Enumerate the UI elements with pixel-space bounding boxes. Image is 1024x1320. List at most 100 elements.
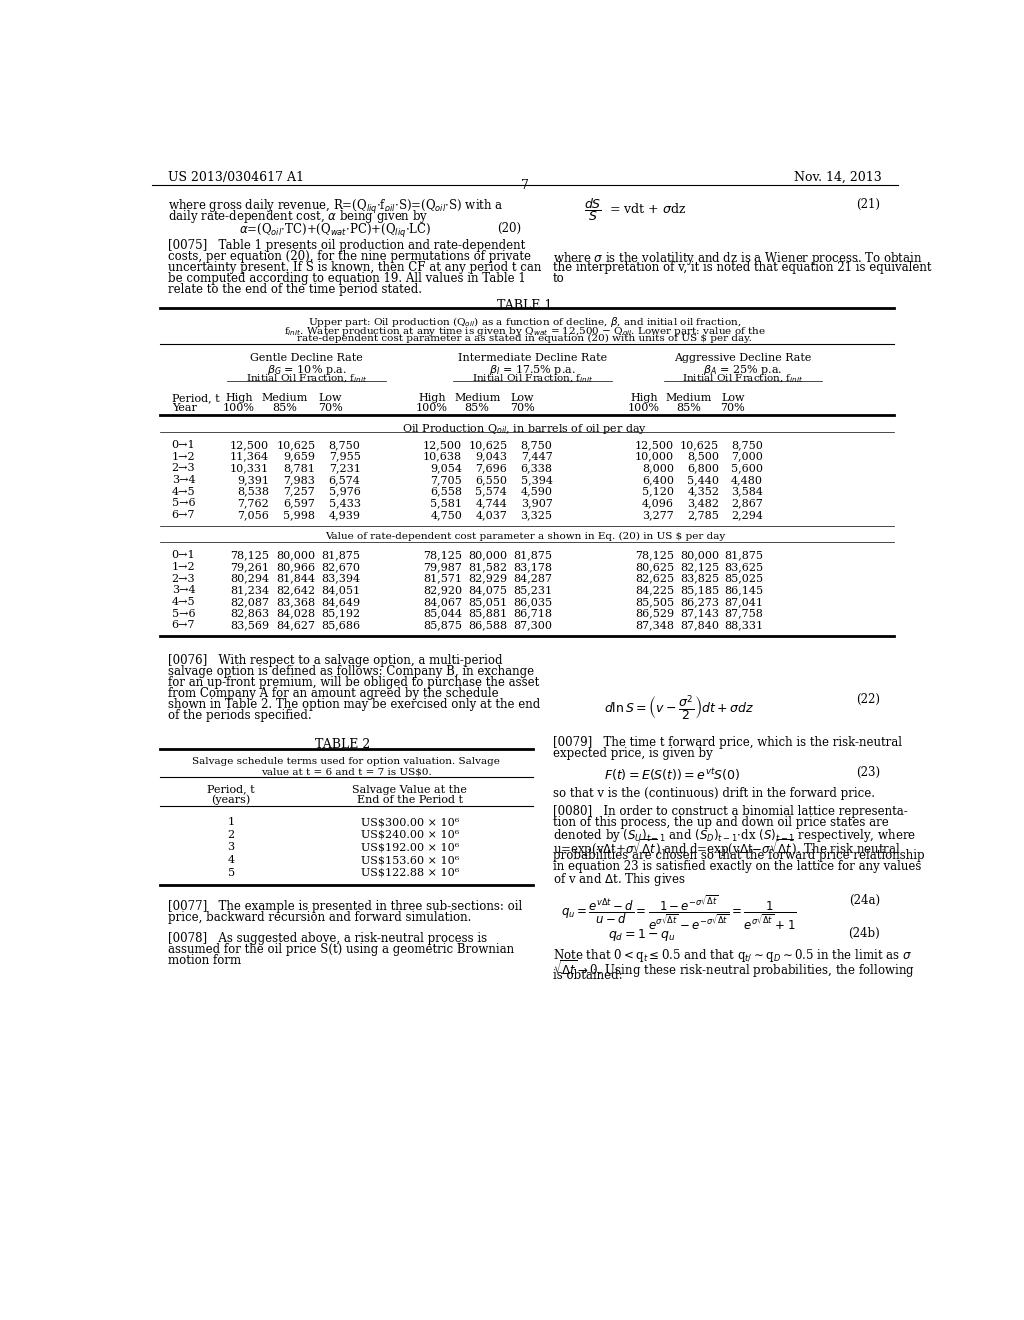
Text: $q_d = 1-q_u$: $q_d = 1-q_u$: [608, 927, 676, 942]
Text: Initial Oil Fraction, f$_{init}$: Initial Oil Fraction, f$_{init}$: [246, 372, 368, 385]
Text: 10,625: 10,625: [276, 440, 315, 450]
Text: 3→4: 3→4: [172, 475, 196, 484]
Text: Initial Oil Fraction, f$_{init}$: Initial Oil Fraction, f$_{init}$: [472, 372, 594, 385]
Text: 2→3: 2→3: [172, 463, 196, 474]
Text: 82,125: 82,125: [680, 562, 719, 572]
Text: 86,145: 86,145: [724, 585, 763, 595]
Text: 9,054: 9,054: [430, 463, 462, 474]
Text: 85,875: 85,875: [423, 620, 462, 631]
Text: Note that 0$<$q$_t$$\leq$0.5 and that q$_{t/}$$\sim$q$_D$$\sim$0.5 in the limit : Note that 0$<$q$_t$$\leq$0.5 and that q$…: [553, 948, 911, 964]
Text: tion of this process, the up and down oil price states are: tion of this process, the up and down oi…: [553, 816, 889, 829]
Text: 83,178: 83,178: [514, 562, 553, 572]
Text: 85%: 85%: [272, 404, 298, 413]
Text: 1: 1: [227, 817, 234, 828]
Text: 10,331: 10,331: [230, 463, 269, 474]
Text: 70%: 70%: [510, 404, 535, 413]
Text: 3,482: 3,482: [687, 499, 719, 508]
Text: Period, t: Period, t: [172, 393, 219, 403]
Text: 86,035: 86,035: [513, 597, 553, 607]
Text: 5,574: 5,574: [475, 487, 507, 496]
Text: 7,762: 7,762: [238, 499, 269, 508]
Text: 5,433: 5,433: [329, 499, 360, 508]
Text: 4,037: 4,037: [475, 510, 507, 520]
Text: Year: Year: [172, 404, 197, 413]
Text: 5→6: 5→6: [172, 609, 196, 619]
Text: expected price, is given by: expected price, is given by: [553, 747, 713, 760]
Text: 100%: 100%: [223, 404, 255, 413]
Text: 3→4: 3→4: [172, 585, 196, 595]
Text: 8,000: 8,000: [642, 463, 674, 474]
Text: [0075]   Table 1 presents oil production and rate-dependent: [0075] Table 1 presents oil production a…: [168, 239, 525, 252]
Text: 85%: 85%: [677, 404, 701, 413]
Text: 7,257: 7,257: [284, 487, 315, 496]
Text: from Company A for an amount agreed by the schedule: from Company A for an amount agreed by t…: [168, 688, 499, 701]
Text: 81,875: 81,875: [514, 550, 553, 560]
Text: (23): (23): [856, 766, 881, 779]
Text: 4,352: 4,352: [687, 487, 719, 496]
Text: Aggressive Decline Rate: Aggressive Decline Rate: [675, 352, 812, 363]
Text: 3,584: 3,584: [731, 487, 763, 496]
Text: [0076]   With respect to a salvage option, a multi-period: [0076] With respect to a salvage option,…: [168, 655, 502, 668]
Text: Upper part: Oil production (Q$_{oil}$) as a function of decline, $\beta$, and in: Upper part: Oil production (Q$_{oil}$) a…: [308, 315, 741, 329]
Text: 81,844: 81,844: [276, 574, 315, 583]
Text: US$300.00 × 10⁶: US$300.00 × 10⁶: [360, 817, 459, 828]
Text: the interpretation of v, it is noted that equation 21 is equivalent: the interpretation of v, it is noted tha…: [553, 261, 931, 273]
Text: 84,225: 84,225: [635, 585, 674, 595]
Text: 7,000: 7,000: [731, 451, 763, 462]
Text: 86,588: 86,588: [468, 620, 507, 631]
Text: Low: Low: [318, 393, 342, 403]
Text: 4,750: 4,750: [430, 510, 462, 520]
Text: daily rate-dependent cost, $\alpha$ being given by: daily rate-dependent cost, $\alpha$ bein…: [168, 209, 428, 226]
Text: 85,881: 85,881: [468, 609, 507, 619]
Text: 10,638: 10,638: [423, 451, 462, 462]
Text: motion form: motion form: [168, 954, 241, 968]
Text: Low: Low: [721, 393, 744, 403]
Text: 5,581: 5,581: [430, 499, 462, 508]
Text: 0→1: 0→1: [172, 550, 196, 560]
Text: 2,785: 2,785: [687, 510, 719, 520]
Text: 12,500: 12,500: [230, 440, 269, 450]
Text: 7,056: 7,056: [238, 510, 269, 520]
Text: 8,538: 8,538: [238, 487, 269, 496]
Text: 78,125: 78,125: [635, 550, 674, 560]
Text: 83,394: 83,394: [322, 574, 360, 583]
Text: 8,781: 8,781: [284, 463, 315, 474]
Text: 87,758: 87,758: [724, 609, 763, 619]
Text: TABLE 2: TABLE 2: [314, 738, 370, 751]
Text: 79,987: 79,987: [423, 562, 462, 572]
Text: 8,750: 8,750: [329, 440, 360, 450]
Text: 81,234: 81,234: [230, 585, 269, 595]
Text: US$122.88 × 10⁶: US$122.88 × 10⁶: [360, 867, 459, 878]
Text: price, backward recursion and forward simulation.: price, backward recursion and forward si…: [168, 911, 471, 924]
Text: [0078]   As suggested above, a risk-neutral process is: [0078] As suggested above, a risk-neutra…: [168, 932, 486, 945]
Text: 6,400: 6,400: [642, 475, 674, 484]
Text: 87,143: 87,143: [680, 609, 719, 619]
Text: 85,192: 85,192: [322, 609, 360, 619]
Text: (22): (22): [856, 693, 881, 706]
Text: Salvage Value at the: Salvage Value at the: [352, 784, 467, 795]
Text: rate-dependent cost parameter a as stated in equation (20) with units of US $ pe: rate-dependent cost parameter a as state…: [297, 334, 753, 343]
Text: 6,558: 6,558: [430, 487, 462, 496]
Text: 7,955: 7,955: [329, 451, 360, 462]
Text: $\beta_A$ = 25% p.a.: $\beta_A$ = 25% p.a.: [703, 363, 782, 376]
Text: 4: 4: [227, 855, 234, 865]
Text: 85,044: 85,044: [423, 609, 462, 619]
Text: [0080]   In order to construct a binomial lattice representa-: [0080] In order to construct a binomial …: [553, 805, 907, 818]
Text: (20): (20): [497, 223, 521, 235]
Text: 70%: 70%: [318, 404, 343, 413]
Text: Medium: Medium: [262, 393, 308, 403]
Text: 80,000: 80,000: [276, 550, 315, 560]
Text: US 2013/0304617 A1: US 2013/0304617 A1: [168, 170, 304, 183]
Text: 82,929: 82,929: [468, 574, 507, 583]
Text: 11,364: 11,364: [230, 451, 269, 462]
Text: value at t = 6 and t = 7 is US$0.: value at t = 6 and t = 7 is US$0.: [261, 767, 431, 776]
Text: 4→5: 4→5: [172, 487, 196, 496]
Text: 6,550: 6,550: [475, 475, 507, 484]
Text: 4→5: 4→5: [172, 597, 196, 607]
Text: 86,273: 86,273: [680, 597, 719, 607]
Text: salvage option is defined as follows: Company B, in exchange: salvage option is defined as follows: Co…: [168, 665, 534, 678]
Text: costs, per equation (20), for the nine permutations of private: costs, per equation (20), for the nine p…: [168, 249, 530, 263]
Text: High: High: [630, 393, 657, 403]
Text: Period, t: Period, t: [207, 784, 255, 795]
Text: 87,300: 87,300: [514, 620, 553, 631]
